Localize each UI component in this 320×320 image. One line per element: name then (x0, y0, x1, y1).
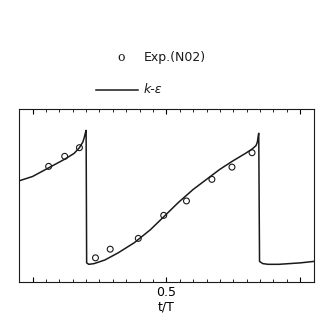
Point (209, 177, 214, 182)
Text: Exp.(N02): Exp.(N02) (144, 51, 206, 64)
Point (184, 198, 189, 204)
Point (229, 164, 235, 170)
Point (250, 150, 255, 155)
Point (77, 145, 82, 150)
Point (93, 255, 98, 260)
Point (136, 236, 141, 241)
Text: o: o (118, 51, 125, 64)
Point (108, 247, 113, 252)
Point (46, 164, 51, 169)
X-axis label: t/T: t/T (158, 301, 175, 314)
Text: k-ε: k-ε (144, 83, 163, 96)
Point (161, 213, 166, 218)
Point (62, 154, 67, 159)
